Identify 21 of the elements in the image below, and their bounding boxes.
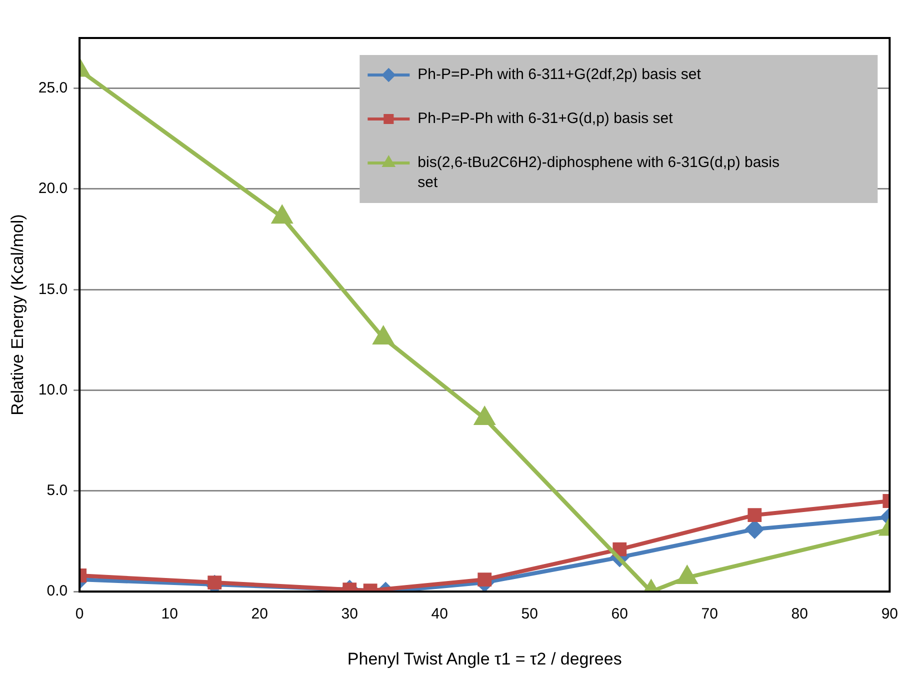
x-tick-label: 90 [881,606,898,623]
x-axis-title: Phenyl Twist Angle τ1 = τ2 / degrees [347,649,622,668]
legend-label: bis(2,6-tBu2C6H2)-diphosphene with 6-31G(d,p) basis set [418,154,780,192]
x-tick-label: 80 [791,606,808,623]
x-tick-label: 0 [75,606,84,623]
x-tick-label: 40 [431,606,448,623]
y-tick-label: 15.0 [38,280,68,298]
y-axis-title: Relative Energy (Kcal/mol) [8,214,27,416]
x-tick-label: 20 [251,606,268,623]
x-tick-label: 60 [611,606,628,623]
y-tick-label: 5.0 [46,482,68,500]
y-tick-label: 20.0 [38,180,68,198]
legend-label: Ph-P=P-Ph with 6-311+G(2df,2p) basis set [418,66,702,84]
x-tick-label: 50 [521,606,538,623]
x-tick-label: 10 [161,606,178,623]
y-tick-label: 0.0 [46,582,68,600]
y-tick-label: 10.0 [38,381,68,398]
x-tick-label: 30 [341,606,358,623]
legend-label: Ph-P=P-Ph with 6-31+G(d,p) basis set [418,110,674,128]
y-tick-label: 25.0 [38,79,68,96]
x-tick-label: 70 [701,606,718,623]
